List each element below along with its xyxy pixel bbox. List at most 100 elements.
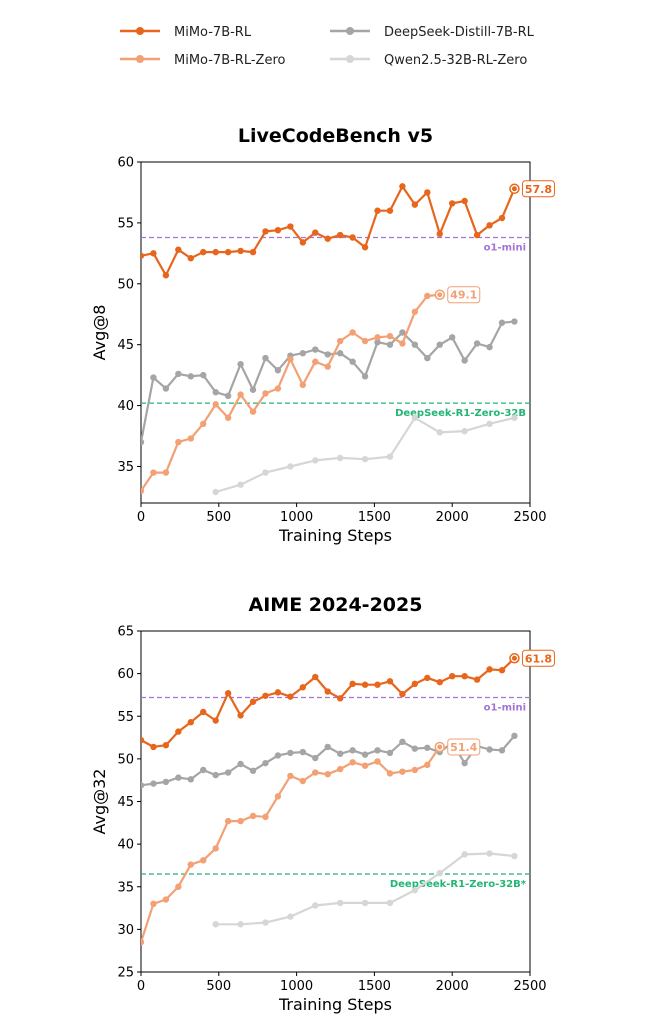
end-label-box — [521, 649, 555, 667]
series-line — [141, 657, 516, 748]
data-point — [424, 292, 431, 300]
data-point — [262, 692, 269, 699]
end-label: 61.8 — [525, 652, 552, 665]
data-point — [486, 420, 493, 428]
series-line — [141, 185, 516, 277]
data-point — [299, 748, 307, 756]
end-label: 57.8 — [525, 183, 552, 196]
data-point — [486, 343, 493, 351]
data-point — [162, 778, 170, 786]
end-label-box — [447, 286, 481, 304]
end-marker-dot — [437, 744, 443, 750]
data-point — [287, 749, 294, 757]
data-point — [175, 883, 182, 890]
data-point — [237, 921, 244, 928]
y-tick-label: 45 — [117, 795, 134, 810]
data-point — [299, 777, 307, 785]
data-point — [361, 337, 369, 345]
data-point — [274, 227, 282, 234]
data-point — [299, 381, 307, 389]
data-point — [312, 673, 319, 681]
data-point — [287, 693, 294, 700]
data-point — [374, 747, 381, 754]
legend-item-deepseek-distill-7b-rl: DeepSeek-Distill-7B-RL — [330, 25, 535, 40]
end-marker-dot — [511, 655, 517, 661]
x-axis-label: Training Steps — [278, 526, 392, 545]
data-point — [249, 698, 257, 705]
data-point — [386, 899, 394, 907]
data-point — [374, 681, 381, 688]
series-qwen2-5-32b-rl-zero — [212, 414, 518, 496]
data-point — [237, 760, 244, 768]
livecodebench-chart: LiveCodeBench v5 0 500 1000 1500 2000 2500 35 40… — [90, 125, 555, 545]
data-point — [237, 817, 244, 825]
data-point — [336, 350, 344, 357]
data-point — [511, 852, 518, 860]
data-point — [262, 813, 269, 821]
x-tick-label: 1500 — [358, 979, 391, 994]
data-point — [361, 455, 369, 463]
data-point — [249, 248, 257, 256]
y-tick-label: 40 — [117, 838, 134, 853]
data-point — [141, 736, 145, 744]
y-tick-label: 55 — [117, 216, 134, 231]
plot-frame — [140, 161, 531, 504]
series-mimo-7b-rl — [141, 183, 518, 279]
data-point — [187, 719, 194, 726]
aime-chart: AIME 2024-2025 0 500 1000 1500 2000 2500 25 30 35… — [90, 594, 555, 1014]
data-point — [200, 420, 207, 428]
data-point — [386, 207, 394, 214]
data-point — [150, 469, 157, 476]
data-point — [386, 341, 394, 348]
data-point — [237, 360, 244, 368]
data-point — [374, 339, 381, 346]
data-point — [436, 869, 443, 877]
end-marker-dot — [437, 292, 443, 298]
data-point — [349, 329, 356, 336]
data-point — [224, 248, 232, 256]
legend-marker — [346, 27, 354, 35]
data-point — [212, 717, 219, 724]
data-point — [187, 861, 194, 868]
data-point — [336, 765, 344, 773]
data-point — [312, 902, 319, 909]
data-point — [212, 401, 219, 408]
data-point — [449, 334, 456, 341]
data-point — [324, 363, 331, 370]
data-point — [237, 712, 244, 719]
data-point — [411, 201, 419, 208]
legend-marker — [136, 27, 144, 35]
data-point — [386, 332, 394, 340]
data-point — [449, 672, 456, 680]
data-point — [399, 340, 406, 347]
y-tick-label: 35 — [117, 880, 134, 895]
data-point — [141, 938, 145, 946]
data-point — [511, 318, 518, 325]
reference-label-deepseek-r1-zero-32b: DeepSeek-R1-Zero-32B — [395, 408, 526, 419]
data-point — [386, 453, 394, 460]
series-mimo-7b-rl — [141, 655, 518, 751]
data-point — [424, 761, 431, 769]
data-point — [141, 252, 145, 259]
data-point — [162, 742, 170, 749]
data-point — [411, 766, 419, 774]
data-point — [200, 766, 207, 774]
reference-label-o1-mini: o1-mini — [484, 243, 526, 254]
data-point — [175, 438, 182, 446]
data-point — [212, 248, 219, 256]
data-point — [274, 793, 282, 800]
data-point — [150, 780, 157, 787]
data-point — [486, 746, 493, 753]
data-point — [150, 743, 157, 751]
data-point — [312, 229, 319, 236]
data-point — [141, 487, 145, 495]
data-point — [424, 674, 431, 682]
data-point — [237, 391, 244, 398]
y-tick-label: 65 — [117, 625, 134, 640]
x-tick-label: 500 — [206, 979, 231, 994]
data-point — [262, 354, 269, 362]
data-point — [399, 690, 406, 698]
data-point — [150, 900, 157, 907]
data-point — [336, 454, 344, 462]
data-point — [141, 438, 145, 446]
